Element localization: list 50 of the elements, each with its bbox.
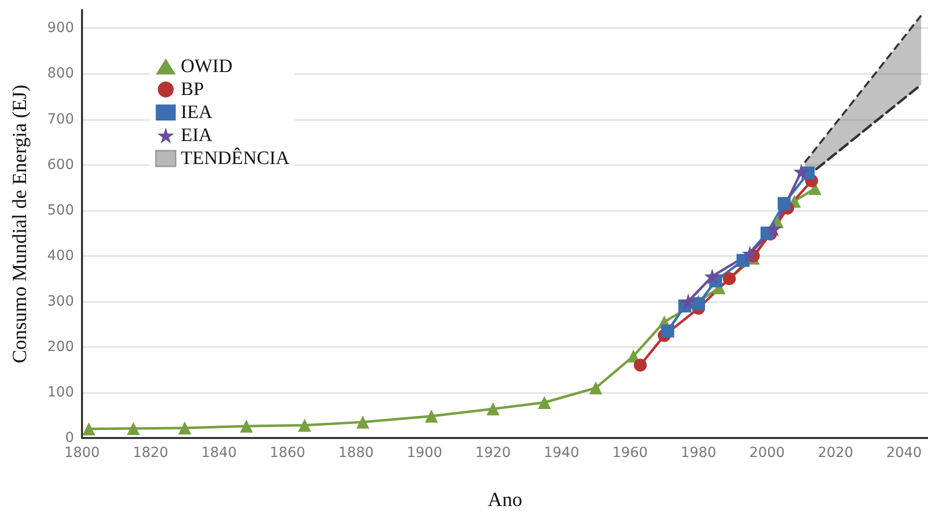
point (722, 272, 736, 286)
point (538, 396, 551, 409)
x-tick-label: 1880 (338, 445, 374, 461)
legend-label: TENDÊNCIA (180, 147, 290, 169)
legend-label: IEA (180, 102, 213, 123)
x-tick-label: 1820 (132, 445, 168, 461)
y-tick-label: 400 (47, 248, 74, 264)
y-tick-label: 300 (47, 293, 74, 310)
x-tick-label: 2040 (886, 445, 922, 461)
y-tick-label: 0 (65, 430, 74, 446)
point (778, 197, 791, 210)
legend-label: BP (180, 79, 204, 100)
y-tick-label: 100 (47, 384, 74, 400)
y-axis-title: Consumo Mundial de Energia (EJ) (9, 84, 31, 364)
point (589, 381, 602, 394)
legend-label: OWID (180, 56, 232, 77)
y-tick-label: 800 (47, 66, 74, 82)
point (356, 416, 370, 429)
x-tick-label: 1800 (64, 445, 100, 461)
y-tick-label: 600 (47, 156, 74, 173)
x-tick-label: 2020 (818, 445, 854, 461)
point (634, 358, 647, 372)
point (240, 420, 253, 433)
x-axis-title: Ano (488, 489, 522, 511)
x-tick-label: 1900 (406, 445, 442, 461)
point (766, 220, 782, 237)
legend-label: EIA (180, 125, 213, 146)
point (126, 422, 140, 435)
y-tick-label: 200 (47, 338, 74, 355)
x-tick-label: 1920 (475, 445, 511, 461)
y-tick-label: 500 (47, 202, 74, 218)
point (178, 421, 192, 434)
point (298, 418, 312, 432)
point (486, 402, 500, 416)
point (680, 293, 696, 310)
point (661, 324, 674, 338)
x-tick-label: 1840 (201, 445, 237, 461)
point (793, 164, 810, 180)
point (692, 297, 706, 310)
x-tick-label: 1980 (680, 445, 716, 461)
point (82, 422, 96, 436)
point (704, 268, 720, 284)
x-tick-label: 1940 (544, 445, 580, 461)
y-tick-label: 900 (47, 20, 74, 36)
x-tick-label: 1960 (612, 445, 648, 461)
point (742, 246, 758, 262)
x-tick-label: 1860 (270, 445, 306, 461)
point (424, 410, 438, 423)
x-tick-label: 2000 (749, 445, 785, 461)
y-tick-label: 700 (47, 111, 74, 128)
